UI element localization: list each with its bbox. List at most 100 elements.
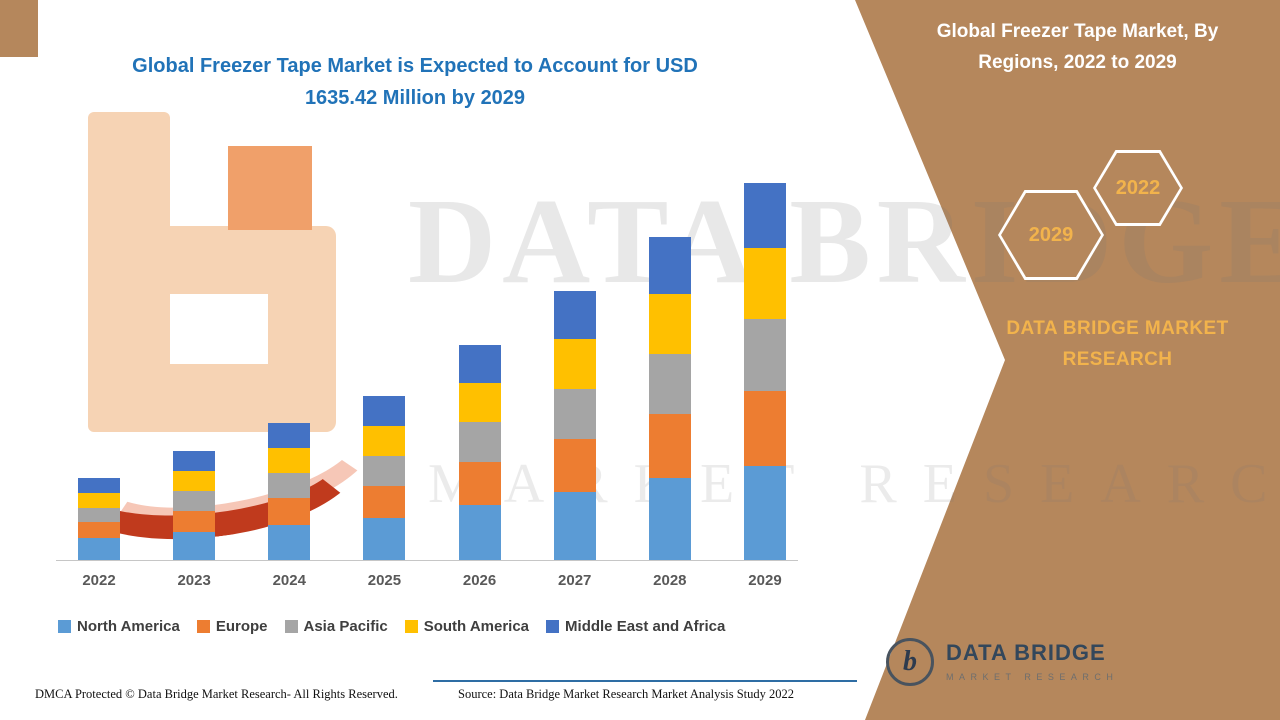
x-axis-tick-label: 2026 — [462, 572, 497, 589]
bar-column-2026: 2026 — [451, 344, 509, 595]
x-axis-tick-label: 2024 — [272, 572, 306, 589]
data-bridge-logo-subtext: MARKET RESEARCH — [946, 672, 1119, 682]
bar-segment-south-america — [173, 470, 216, 491]
bar-segment-north-america — [648, 477, 691, 560]
logo-watermark-square — [228, 146, 312, 230]
x-axis-tick-label: 2027 — [558, 572, 592, 589]
logo-watermark-bowl — [88, 226, 336, 432]
legend-swatch — [196, 620, 210, 633]
bar-segment-asia-pacific — [268, 473, 311, 498]
bar-column-2028: 2028 — [641, 236, 699, 595]
legend-item-south-america: South America — [404, 618, 530, 635]
bar-segment-middle-east-and-africa — [553, 291, 596, 339]
bar-column-2024: 2024 — [260, 423, 318, 595]
sidebar-brand-line1: DATA BRIDGE MARKET — [1006, 318, 1229, 339]
plot-area: 2022 2023 2024 2025 2026 2027 2028 2029 — [56, 150, 814, 595]
bar-segment-europe — [268, 498, 311, 525]
bar-segment-asia-pacific — [743, 318, 786, 391]
legend: North America Europe Asia Pacific South Ame… — [58, 618, 828, 635]
stacked-bar-2025 — [363, 395, 406, 560]
stacked-bar-2024 — [268, 423, 311, 560]
x-axis-tick-label: 2025 — [367, 572, 402, 589]
bar-segment-north-america — [743, 465, 786, 560]
x-axis-tick-label: 2029 — [748, 572, 782, 589]
data-bridge-logo-name: DATA BRIDGE — [946, 640, 1106, 665]
corner-accent-square — [0, 0, 38, 57]
hexagon-badge-2029-label: 2029 — [1001, 193, 1101, 277]
bar-segment-asia-pacific — [458, 421, 501, 462]
stacked-bar-2029 — [743, 183, 786, 560]
sidebar-brand-text: DATA BRIDGE MARKET RESEARCH — [950, 313, 1280, 376]
bar-segment-middle-east-and-africa — [173, 450, 216, 471]
bar-segment-south-america — [553, 338, 596, 389]
x-axis-line — [56, 560, 798, 561]
bar-column-2022: 2022 — [70, 478, 128, 595]
data-bridge-logo: b DATA BRIDGE MARKET RESEARCH — [886, 638, 1118, 686]
bar-segment-asia-pacific — [648, 353, 691, 414]
footer-source-text: Source: Data Bridge Market Research Mark… — [458, 687, 795, 701]
bar-segment-north-america — [553, 492, 596, 560]
bar-segment-middle-east-and-africa — [648, 236, 691, 294]
bar-segment-europe — [743, 390, 786, 466]
bar-segment-asia-pacific — [553, 388, 596, 439]
legend-item-asia-pacific: Asia Pacific — [284, 618, 388, 635]
bar-segment-south-america — [78, 493, 120, 509]
chart-title-line1: Global Freezer Tape Market is Expected t… — [132, 55, 698, 77]
bar-segment-middle-east-and-africa — [78, 478, 120, 494]
bar-segment-north-america — [458, 504, 501, 560]
stacked-bar-2023 — [173, 450, 216, 560]
bar-segment-europe — [78, 522, 120, 539]
legend-label: Asia Pacific — [303, 618, 388, 635]
bar-segment-south-america — [743, 248, 786, 319]
footer-dmca-text: DMCA Protected © Data Bridge Market Rese… — [35, 687, 398, 701]
bar-column-2027: 2027 — [546, 291, 604, 595]
chart-title: Global Freezer Tape Market is Expected t… — [65, 50, 765, 115]
bar-column-2029: 2029 — [736, 183, 794, 595]
x-axis-tick-label: 2022 — [82, 572, 116, 589]
bar-segment-north-america — [173, 531, 216, 560]
bar-segment-asia-pacific — [363, 455, 406, 486]
stacked-bar-2022 — [78, 478, 120, 560]
legend-swatch — [404, 620, 418, 633]
legend-item-europe: Europe — [196, 618, 268, 635]
sidebar-title-line1: Global Freezer Tape Market, By — [936, 21, 1219, 42]
legend-swatch — [58, 620, 71, 633]
legend-label: Middle East and Africa — [565, 618, 726, 635]
bar-segment-middle-east-and-africa — [268, 423, 311, 449]
bar-segment-south-america — [268, 448, 311, 474]
bar-segment-north-america — [78, 538, 120, 560]
legend-label: North America — [77, 618, 180, 635]
sidebar-title-line2: Regions, 2022 to 2029 — [978, 52, 1177, 74]
bar-segment-europe — [173, 510, 216, 532]
bar-segment-middle-east-and-africa — [363, 395, 406, 426]
stacked-bar-2026 — [458, 344, 501, 560]
x-axis-tick-label: 2028 — [653, 572, 687, 589]
bar-segment-europe — [363, 485, 406, 518]
bar-segment-europe — [458, 461, 501, 505]
legend-swatch — [284, 620, 298, 633]
legend-item-north-america: North America — [58, 618, 180, 635]
bar-segment-middle-east-and-africa — [458, 344, 501, 383]
legend-item-middle-east-and-africa: Middle East and Africa — [546, 618, 725, 635]
hexagon-badge-2022-label: 2022 — [1096, 153, 1180, 223]
legend-label: Europe — [215, 618, 268, 635]
footer-divider-line — [433, 680, 857, 682]
stacked-bar-2027 — [553, 291, 596, 560]
bar-segment-south-america — [363, 425, 406, 456]
legend-swatch — [546, 620, 560, 633]
bar-segment-north-america — [268, 525, 311, 560]
bar-segment-north-america — [363, 518, 406, 560]
bar-segment-middle-east-and-africa — [743, 183, 786, 249]
data-bridge-logo-mark: b — [886, 638, 934, 686]
chart-title-line2: 1635.42 Million by 2029 — [304, 87, 526, 110]
bar-segment-europe — [648, 413, 691, 478]
stacked-bar-2028 — [648, 236, 691, 560]
bar-segment-asia-pacific — [78, 508, 120, 523]
bar-segment-south-america — [458, 382, 501, 422]
legend-label: South America — [423, 618, 530, 635]
data-bridge-logo-text: DATA BRIDGE MARKET RESEARCH — [946, 638, 1118, 682]
bar-segment-europe — [553, 438, 596, 492]
bar-column-2025: 2025 — [355, 395, 413, 595]
x-axis-tick-label: 2023 — [177, 572, 211, 589]
bar-segment-asia-pacific — [173, 490, 216, 511]
